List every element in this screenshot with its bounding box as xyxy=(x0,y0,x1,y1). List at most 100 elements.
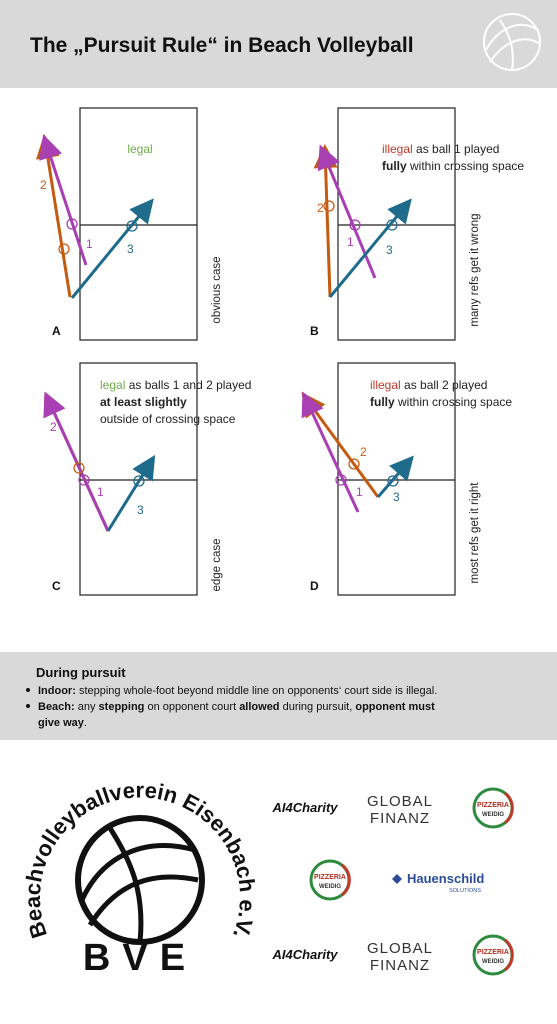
case-note: edge case xyxy=(211,538,223,591)
ball-arrow xyxy=(301,391,360,513)
panel-label: D xyxy=(310,579,319,593)
pizza-badge-red xyxy=(341,863,351,897)
crossing-point xyxy=(386,219,398,231)
sponsor-text: WEIDIG xyxy=(482,812,504,818)
panel: 1 2 3 C edge case legal as balls 1 and 2 play… xyxy=(43,362,251,596)
court xyxy=(79,107,198,341)
verdict-line: legal as balls 1 and 2 played xyxy=(100,378,251,392)
crossing-point xyxy=(58,243,70,255)
logo-curve xyxy=(485,19,541,71)
ball-number: 2 xyxy=(360,445,367,459)
bullet-segment: give way xyxy=(38,717,85,729)
pursuit-title: During pursuit xyxy=(36,665,126,680)
sponsor-text: GLOBAL xyxy=(367,793,433,810)
sponsor-logo: AI4Charity xyxy=(271,800,338,815)
crossing-point xyxy=(323,200,335,212)
court xyxy=(79,362,198,596)
bullet-segment: on opponent court xyxy=(144,701,239,713)
panel-label: B xyxy=(310,324,319,338)
bullet-segment: any xyxy=(75,701,99,713)
bullet-line: Indoor: stepping whole-foot beyond middl… xyxy=(38,685,437,697)
sponsor-text: FINANZ xyxy=(370,957,430,974)
verdict-segment: legal xyxy=(127,142,152,156)
sponsor-text: PIZZERIA xyxy=(477,949,509,956)
verdict-line: outside of crossing space xyxy=(100,412,236,426)
ball-number: 2 xyxy=(40,178,47,192)
verdict-segment: fully xyxy=(382,159,407,173)
sponsor-logo: PIZZERIA WEIDIG xyxy=(309,859,351,901)
court xyxy=(337,362,456,596)
ball-arrow xyxy=(70,198,154,299)
verdict-segment: illegal xyxy=(382,142,413,156)
panel-label: C xyxy=(52,579,61,593)
crossing-point xyxy=(78,474,90,486)
bullet-line: give way. xyxy=(38,717,87,729)
sponsor-text: SOLUTIONS xyxy=(449,888,481,894)
court xyxy=(337,107,456,341)
crossing-point xyxy=(335,474,347,486)
verdict-segment: within crossing space xyxy=(395,395,513,409)
ball-arrow xyxy=(301,392,380,498)
ball-number: 3 xyxy=(386,243,393,257)
bullet-segment: allowed xyxy=(239,701,279,713)
ball-seams xyxy=(79,826,199,943)
panel-label: A xyxy=(52,324,61,338)
sponsor-logo: PIZZERIA WEIDIG xyxy=(472,787,514,829)
ball-arrow xyxy=(43,391,110,532)
hs-icon xyxy=(392,874,402,884)
ball-arrow xyxy=(39,134,88,266)
ball-arrow xyxy=(376,455,414,498)
pizza-badge-red xyxy=(504,791,514,825)
verdict-segment: as balls 1 and 2 played xyxy=(125,378,251,392)
verdict-line: fully within crossing space xyxy=(382,159,524,173)
bullet-segment: stepping xyxy=(99,701,145,713)
verdict-segment: fully xyxy=(370,395,395,409)
header-logo xyxy=(483,13,541,71)
ball-number: 1 xyxy=(347,235,354,249)
sponsor-text: FINANZ xyxy=(370,810,430,827)
ball-arrow xyxy=(317,144,377,279)
sponsor-text: WEIDIG xyxy=(319,884,341,890)
verdict-segment: within crossing space xyxy=(407,159,525,173)
sponsor-text: PIZZERIA xyxy=(477,802,509,809)
case-note: obvious case xyxy=(211,256,223,323)
page-title: The „Pursuit Rule“ in Beach Volleyball xyxy=(30,34,414,57)
sponsor-text: WEIDIG xyxy=(482,959,504,965)
crossing-point xyxy=(133,475,145,487)
ball-number: 2 xyxy=(317,201,324,215)
sponsor-text: GLOBAL xyxy=(367,940,433,957)
crossing-point xyxy=(126,220,138,232)
pizza-badge-red xyxy=(504,938,514,972)
sponsor-text: Hauenschild xyxy=(407,871,484,886)
verdict-line: at least slightly xyxy=(100,395,187,409)
verdict-line: illegal as ball 1 played xyxy=(382,142,499,156)
verdict-line: illegal as ball 2 played xyxy=(370,378,487,392)
crossing-point xyxy=(348,458,360,470)
verdict-segment: outside of crossing space xyxy=(100,412,236,426)
case-note: many refs get it wrong xyxy=(469,213,481,326)
ball-number: 1 xyxy=(86,237,93,251)
ball-arrow xyxy=(35,134,72,298)
bullet-segment: Beach: xyxy=(38,701,75,713)
verdict-segment: as ball 2 played xyxy=(401,378,488,392)
verdict-segment: at least slightly xyxy=(100,395,187,409)
ball-arrow xyxy=(106,454,156,532)
case-note: most refs get it right xyxy=(469,482,481,584)
ball-number: 3 xyxy=(137,503,144,517)
bullet-dot xyxy=(26,704,30,708)
bullet-line: Beach: any stepping on opponent court al… xyxy=(38,701,435,713)
pursuit-bg xyxy=(0,652,557,740)
verdict-segment: as ball 1 played xyxy=(413,142,500,156)
ball-arrow xyxy=(328,198,412,298)
bullet-dot xyxy=(26,688,30,692)
club-logo xyxy=(75,815,205,945)
bullet-segment: during pursuit, xyxy=(280,701,356,713)
crossing-point xyxy=(349,219,361,231)
verdict-segment: illegal xyxy=(370,378,401,392)
